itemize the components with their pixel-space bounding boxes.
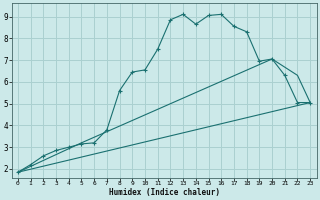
X-axis label: Humidex (Indice chaleur): Humidex (Indice chaleur) — [108, 188, 220, 197]
